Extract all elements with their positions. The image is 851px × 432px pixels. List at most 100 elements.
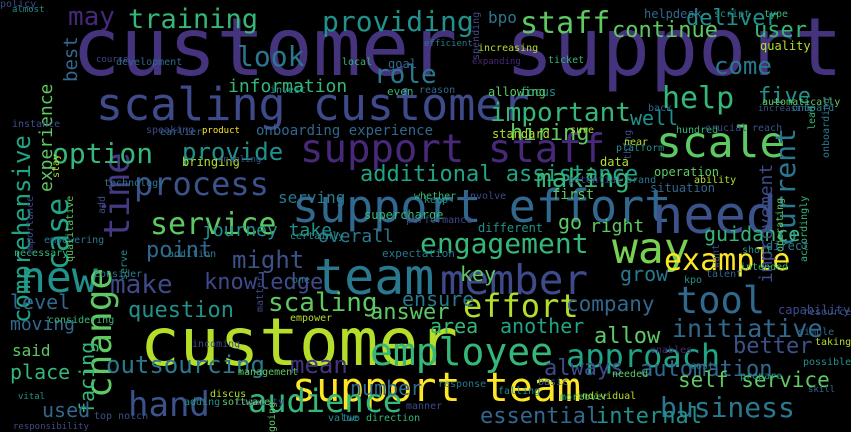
cloud-word: basic	[538, 377, 569, 388]
cloud-word: efficient	[424, 39, 473, 49]
cloud-word: talent	[706, 269, 743, 280]
cloud-word: information	[228, 76, 348, 97]
cloud-word: continue	[612, 18, 718, 43]
cloud-word: moreover	[560, 392, 609, 403]
cloud-word: adding	[184, 397, 221, 408]
cloud-word: performance	[406, 215, 473, 226]
cloud-word: look	[237, 40, 305, 73]
cloud-word: knowledge	[204, 270, 324, 295]
cloud-word: prepare	[740, 371, 783, 382]
cloud-word: process	[134, 165, 269, 203]
cloud-word: kpo	[684, 275, 703, 286]
cloud-word: stay	[51, 153, 62, 178]
cloud-word: additional assistance	[360, 162, 639, 187]
cloud-word: taking	[815, 337, 851, 348]
cloud-word: back	[648, 103, 673, 114]
cloud-word: skill	[808, 385, 836, 395]
cloud-word: internal	[596, 404, 702, 429]
cloud-word: value	[328, 413, 359, 424]
cloud-word: making	[536, 164, 630, 194]
cloud-word: question	[128, 298, 234, 323]
cloud-word: new	[20, 253, 98, 303]
cloud-word: matter	[255, 275, 266, 312]
cloud-word: need	[652, 186, 778, 246]
cloud-word: development	[116, 57, 183, 68]
cloud-word: vital	[18, 392, 46, 402]
cloud-word: expanding	[472, 57, 521, 67]
cloud-word: two	[342, 413, 361, 424]
cloud-word: important	[490, 98, 631, 128]
cloud-word: situation	[650, 181, 716, 195]
cloud-word: reach	[752, 123, 783, 134]
cloud-word: focus	[520, 85, 557, 99]
cloud-word: crucial	[705, 123, 748, 134]
cloud-word: consider	[94, 269, 143, 280]
cloud-word: type	[764, 9, 789, 20]
cloud-word: involve	[464, 191, 507, 202]
cloud-word: responsibility	[13, 422, 89, 432]
cloud-word: area	[430, 314, 479, 338]
cloud-word: better	[733, 334, 813, 359]
cloud-word: level	[10, 290, 71, 314]
cloud-word: qualitative	[65, 195, 76, 262]
cloud-word: platform	[616, 143, 665, 154]
cloud-word: number	[350, 376, 423, 400]
cloud-word: even	[387, 85, 414, 98]
cloud-word: service	[150, 207, 277, 242]
cloud-word: increasing	[758, 104, 813, 114]
cloud-word: empower	[290, 313, 333, 324]
cloud-word: spending	[471, 11, 482, 60]
cloud-word: sure	[570, 125, 595, 136]
cloud-word: way	[612, 224, 690, 274]
cloud-word: best	[60, 36, 82, 82]
cloud-word: effort	[463, 287, 579, 325]
cloud-word: whether	[414, 191, 457, 202]
cloud-word: place	[10, 360, 71, 384]
cloud-word: automation	[640, 357, 773, 382]
cloud-word: direction	[366, 413, 421, 424]
cloud-word: go	[558, 210, 583, 234]
cloud-word: one	[292, 275, 311, 286]
cloud-word: keep	[424, 195, 449, 206]
cloud-word: individual	[576, 391, 637, 402]
cloud-word: support effort	[292, 180, 672, 233]
cloud-word: hundred	[676, 125, 719, 136]
cloud-word: scaling customer	[96, 78, 530, 131]
cloud-word: want	[711, 243, 722, 268]
cloud-word: manner	[406, 401, 443, 412]
cloud-word: scale	[656, 118, 786, 168]
cloud-word: approach	[566, 337, 721, 375]
cloud-word: management	[238, 367, 299, 378]
cloud-word: support staff	[300, 127, 606, 172]
cloud-word: right	[590, 216, 645, 237]
cloud-word: staff	[520, 6, 611, 41]
cloud-word: top notch	[94, 411, 149, 422]
cloud-word: employee	[370, 330, 554, 374]
cloud-word: brand	[626, 175, 657, 186]
cloud-word: add	[97, 195, 108, 214]
cloud-word: expectation	[382, 247, 455, 260]
cloud-word: engagement	[420, 227, 589, 260]
cloud-word: team	[314, 248, 435, 306]
cloud-word: cost	[690, 361, 715, 372]
cloud-word: company	[566, 292, 655, 316]
cloud-word: empowering	[44, 235, 105, 246]
cloud-word: deliver	[686, 6, 779, 31]
cloud-word: bringing	[182, 155, 240, 169]
cloud-word: user	[754, 18, 807, 43]
cloud-word: moving	[10, 314, 76, 335]
cloud-word: response	[438, 379, 487, 390]
cloud-word: incoming	[192, 339, 241, 350]
cloud-word: self service	[678, 368, 830, 392]
cloud-word: hiring	[510, 121, 590, 146]
cloud-word: answer	[370, 300, 450, 325]
cloud-word: addition	[168, 249, 217, 260]
cloud-word: invest	[270, 85, 307, 96]
cloud-word: simple	[798, 327, 835, 338]
cloud-word: always	[544, 356, 624, 381]
cloud-word: software	[222, 397, 271, 408]
cloud-word: come	[714, 52, 772, 80]
cloud-word: journey take	[202, 220, 333, 241]
cloud-word: technology	[104, 178, 165, 189]
